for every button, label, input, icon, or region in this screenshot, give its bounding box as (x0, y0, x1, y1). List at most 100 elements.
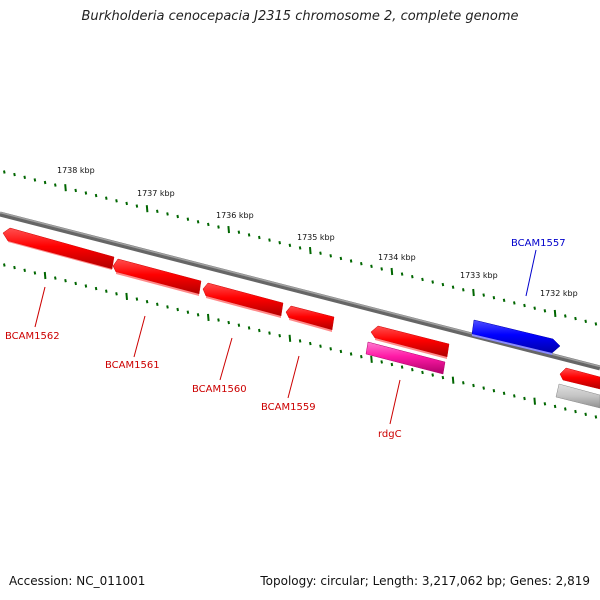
minor-tick (482, 386, 485, 390)
minor-tick (176, 307, 179, 312)
minor-tick (400, 272, 404, 276)
minor-tick (360, 355, 363, 359)
major-tick (451, 376, 455, 384)
minor-tick (23, 268, 26, 272)
minor-tick (54, 183, 57, 187)
minor-tick (502, 298, 506, 302)
minor-tick (298, 246, 302, 250)
tick-label: 1733 kbp (460, 271, 498, 280)
minor-tick (492, 296, 496, 300)
minor-tick (84, 284, 88, 288)
minor-tick (207, 222, 210, 227)
gene-label[interactable]: rdgC (378, 429, 402, 440)
minor-tick (411, 275, 414, 279)
minor-tick (319, 344, 322, 348)
minor-tick (145, 300, 149, 304)
minor-tick (237, 323, 241, 327)
gene-label[interactable]: BCAM1562 (5, 331, 60, 342)
minor-tick (268, 331, 271, 335)
minor-tick (13, 172, 16, 177)
minor-tick (247, 233, 251, 237)
minor-tick (349, 352, 353, 356)
gene-feature-BCAM1560[interactable] (202, 282, 284, 318)
minor-tick (584, 319, 587, 323)
tick-label: 1737 kbp (137, 189, 175, 198)
major-tick (533, 397, 536, 405)
minor-tick (513, 301, 516, 305)
minor-tick (431, 373, 434, 377)
minor-tick (105, 289, 108, 293)
gene-label[interactable]: BCAM1559 (261, 402, 316, 413)
minor-tick (196, 313, 200, 317)
minor-tick (3, 263, 6, 267)
gene-feature-BCAM1561[interactable] (112, 258, 202, 296)
minor-tick (74, 188, 77, 193)
major-tick (390, 267, 394, 276)
minor-tick (564, 407, 567, 411)
minor-tick (441, 375, 445, 380)
minor-tick (574, 409, 577, 414)
minor-tick (278, 241, 281, 245)
minor-tick (298, 339, 302, 343)
minor-tick (105, 196, 108, 200)
minor-tick (217, 225, 220, 229)
gene-feature-BCAM1562[interactable] (2, 227, 115, 270)
minor-tick (411, 368, 414, 372)
gene-feature-BCAM1559[interactable] (285, 305, 335, 332)
tick-label: 1738 kbp (57, 166, 95, 175)
minor-tick (462, 381, 465, 385)
minor-tick (3, 170, 6, 174)
major-tick (207, 313, 210, 321)
minor-tick (421, 370, 424, 375)
minor-tick (258, 328, 261, 333)
minor-tick (380, 267, 383, 271)
tick-labels: 1738 kbp 1737 kbp 1736 kbp 1735 kbp 1734… (57, 166, 578, 298)
minor-tick (115, 199, 118, 203)
gene-feature-BCAM1557[interactable] (471, 319, 561, 355)
outer-tick-row (3, 170, 598, 326)
minor-tick (492, 389, 496, 393)
gene-feature-rdgC[interactable] (370, 325, 450, 359)
tick-label: 1736 kbp (216, 211, 254, 220)
pseudo-feature[interactable] (555, 383, 600, 409)
gene-label[interactable]: BCAM1557 (511, 238, 566, 249)
minor-tick (43, 180, 47, 185)
minor-tick (196, 220, 200, 224)
minor-tick (156, 302, 159, 306)
minor-tick (390, 362, 394, 367)
major-tick (370, 355, 373, 363)
minor-tick (135, 297, 139, 301)
minor-tick (186, 217, 190, 221)
minor-tick (523, 303, 526, 308)
rna-feature[interactable] (365, 341, 446, 375)
gene-label[interactable]: BCAM1560 (192, 384, 247, 395)
minor-tick (594, 415, 598, 419)
major-tick (43, 271, 47, 280)
minor-tick (33, 271, 37, 275)
gene-label[interactable]: BCAM1561 (105, 360, 160, 371)
minor-tick (574, 316, 577, 321)
minor-tick (329, 347, 332, 351)
minor-tick (400, 365, 404, 369)
minor-tick (237, 230, 241, 234)
minor-tick (594, 322, 598, 326)
minor-tick (288, 243, 292, 247)
major-tick (145, 205, 149, 213)
gene-callouts (34, 249, 537, 425)
minor-tick (472, 383, 475, 388)
minor-tick (339, 349, 343, 354)
minor-tick (451, 285, 455, 289)
tick-label: 1732 kbp (540, 289, 578, 298)
gene-feature-edge-red[interactable] (559, 367, 600, 390)
minor-tick (339, 256, 343, 261)
minor-tick (135, 204, 139, 208)
minor-tick (533, 306, 536, 310)
minor-tick (74, 281, 77, 286)
minor-tick (441, 282, 445, 287)
minor-tick (23, 175, 26, 179)
minor-tick (258, 235, 261, 240)
minor-tick (584, 412, 587, 416)
major-tick (125, 292, 128, 300)
tick-label: 1735 kbp (297, 233, 335, 242)
minor-tick (370, 264, 373, 268)
